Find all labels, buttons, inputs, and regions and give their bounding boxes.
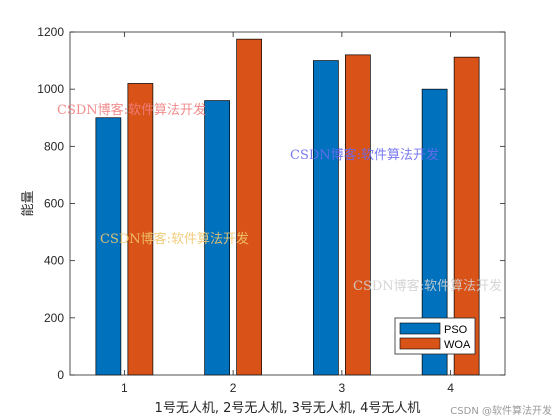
legend-label-woa: WOA <box>444 339 471 351</box>
legend-swatch-woa <box>399 337 441 350</box>
legend: PSO WOA <box>394 317 476 355</box>
watermark-text: CSDN博客:软件算法开发 <box>100 231 249 247</box>
bar-woa-3 <box>345 54 371 376</box>
y-tick-label: 1200 <box>37 25 64 39</box>
watermarks: CSDN博客:软件算法开发 CSDN博客:软件算法开发 CSDN博客:软件算法开发 C… <box>57 102 502 294</box>
y-tick-label: 800 <box>44 139 64 153</box>
legend-swatch-pso <box>399 322 441 335</box>
watermark-text: CSDN博客:软件算法开发 <box>290 147 439 163</box>
bar-pso-1 <box>95 117 122 376</box>
bar-pso-2 <box>204 100 230 376</box>
x-tick-label: 3 <box>339 381 346 395</box>
x-tick-label: 1 <box>121 381 128 395</box>
watermark-text: CSDN博客:软件算法开发 <box>353 278 502 294</box>
x-tick-label: 2 <box>230 381 237 395</box>
y-axis-ticks: 0 200 400 600 800 1000 1200 <box>37 25 505 382</box>
x-axis-ticks: 1 2 3 4 <box>121 32 454 395</box>
bar-woa-1 <box>127 83 154 376</box>
bar-pso-3 <box>313 60 339 376</box>
y-axis-label: 能量 <box>21 190 36 216</box>
legend-label-pso: PSO <box>444 324 468 336</box>
y-tick-label: 1000 <box>37 82 64 96</box>
watermark-text: CSDN博客:软件算法开发 <box>57 102 206 118</box>
credit-text: CSDN @软件算法开发 <box>450 406 552 417</box>
bar-woa-2 <box>236 38 262 376</box>
y-tick-label: 400 <box>44 254 64 268</box>
y-tick-label: 0 <box>57 368 64 382</box>
y-tick-label: 200 <box>44 311 64 325</box>
x-axis-label: 1号无人机, 2号无人机, 3号无人机, 4号无人机 <box>155 401 421 416</box>
x-tick-label: 4 <box>447 381 454 395</box>
y-tick-label: 600 <box>44 197 64 211</box>
